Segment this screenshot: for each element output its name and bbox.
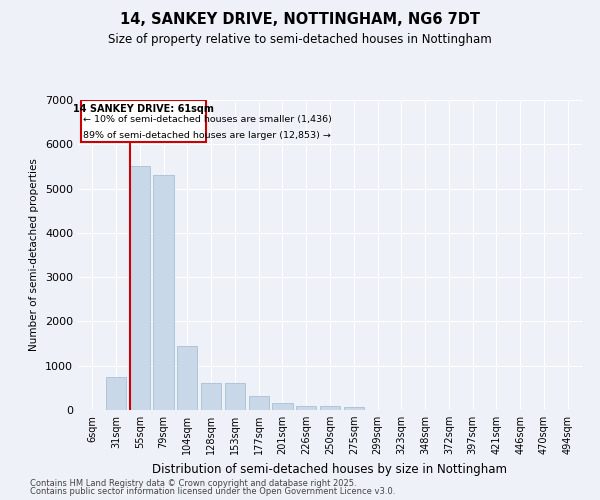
Bar [201, 384, 221, 410]
FancyBboxPatch shape [81, 100, 206, 142]
X-axis label: Distribution of semi-detached houses by size in Nottingham: Distribution of semi-detached houses by … [152, 462, 508, 475]
Text: Size of property relative to semi-detached houses in Nottingham: Size of property relative to semi-detach… [108, 32, 492, 46]
Text: 14 SANKEY DRIVE: 61sqm: 14 SANKEY DRIVE: 61sqm [73, 104, 214, 115]
Bar [154, 176, 173, 410]
Bar [177, 346, 197, 410]
Text: Contains HM Land Registry data © Crown copyright and database right 2025.: Contains HM Land Registry data © Crown c… [30, 478, 356, 488]
Bar [106, 377, 126, 410]
Text: 14, SANKEY DRIVE, NOTTINGHAM, NG6 7DT: 14, SANKEY DRIVE, NOTTINGHAM, NG6 7DT [120, 12, 480, 28]
Text: ← 10% of semi-detached houses are smaller (1,436): ← 10% of semi-detached houses are smalle… [83, 114, 332, 124]
Bar [344, 407, 364, 410]
Bar [130, 166, 150, 410]
Bar [320, 406, 340, 410]
Bar [248, 396, 269, 410]
Text: Contains public sector information licensed under the Open Government Licence v3: Contains public sector information licen… [30, 487, 395, 496]
Bar [272, 404, 293, 410]
Text: 89% of semi-detached houses are larger (12,853) →: 89% of semi-detached houses are larger (… [83, 131, 331, 140]
Y-axis label: Number of semi-detached properties: Number of semi-detached properties [29, 158, 40, 352]
Bar [296, 406, 316, 410]
Bar [225, 384, 245, 410]
